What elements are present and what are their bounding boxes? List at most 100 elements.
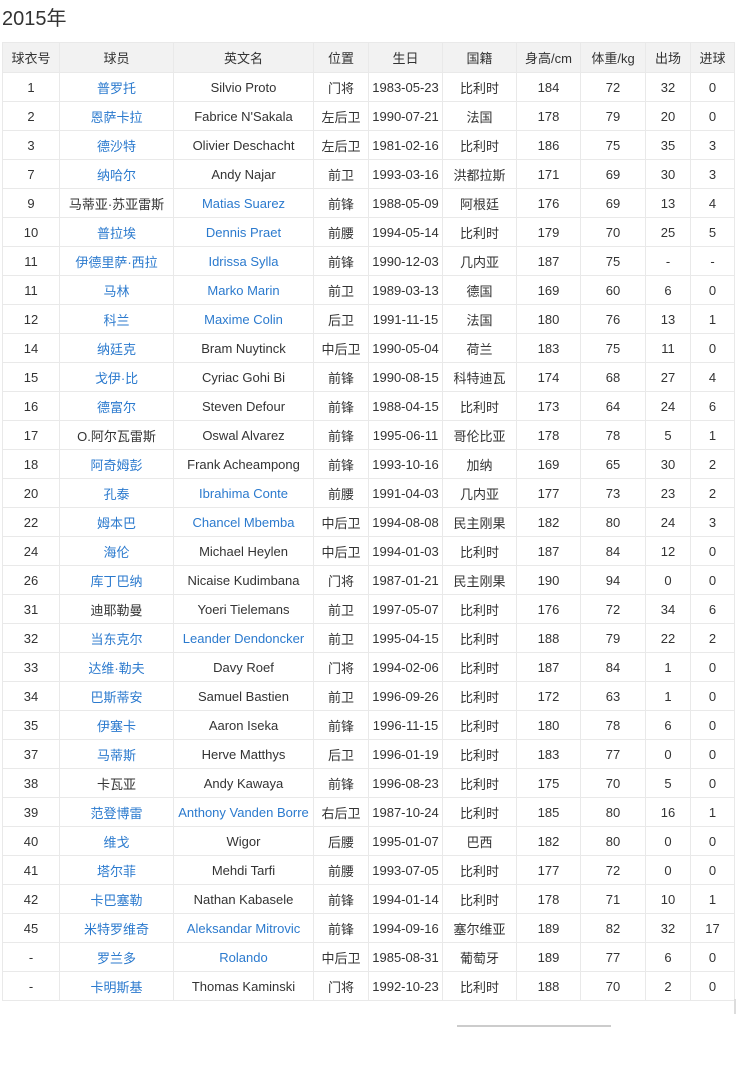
player-cn-link[interactable]: 恩萨卡拉 — [90, 109, 143, 125]
player-cn-link[interactable]: 巴斯蒂安 — [90, 689, 143, 705]
appearances-cell: 1 — [645, 652, 691, 682]
nationality-cell: 比利时 — [442, 536, 517, 566]
horizontal-scrollbar-thumb[interactable] — [457, 1025, 611, 1027]
weight-cell: 70 — [580, 971, 646, 1001]
birthday-cell: 1996-08-23 — [368, 768, 443, 798]
birthday-cell-text: 1991-04-03 — [372, 485, 439, 501]
player-cn-link[interactable]: 姆本巴 — [96, 515, 136, 531]
player-en-link[interactable]: Maxime Colin — [204, 311, 283, 327]
player-cn-link[interactable]: 科兰 — [103, 312, 130, 328]
player-en-link[interactable]: Leander Dendoncker — [182, 630, 305, 646]
goals-cell-text: 2 — [708, 456, 717, 472]
player-en-link[interactable]: Aleksandar Mitrovic — [186, 920, 301, 936]
weight-cell: 76 — [580, 304, 646, 334]
nationality-cell: 加纳 — [442, 449, 517, 479]
player-cn-cell-text: 迪耶勒曼 — [90, 602, 143, 618]
height-cell: 183 — [516, 739, 581, 769]
column-header: 进球 — [690, 42, 735, 73]
nationality-cell: 比利时 — [442, 768, 517, 798]
player-en-cell: Ibrahima Conte — [173, 478, 314, 508]
player-cn-link[interactable]: 马蒂斯 — [96, 747, 136, 763]
player-cn-link[interactable]: 普罗托 — [96, 80, 136, 96]
player-en-cell-text: Andy Kawaya — [203, 775, 284, 791]
birthday-cell-text: 1985-08-31 — [372, 949, 439, 965]
goals-cell: 4 — [690, 362, 735, 392]
jersey-cell: 34 — [2, 681, 60, 711]
player-cn-link[interactable]: 达维·勒夫 — [88, 660, 145, 676]
player-cn-link[interactable]: 海伦 — [103, 544, 130, 560]
height-cell: 187 — [516, 652, 581, 682]
height-cell: 190 — [516, 565, 581, 595]
height-cell: 178 — [516, 420, 581, 450]
appearances-cell: 30 — [645, 449, 691, 479]
player-cn-link[interactable]: 阿奇姆彭 — [90, 457, 143, 473]
player-en-link[interactable]: Dennis Praet — [205, 224, 282, 240]
player-cn-link[interactable]: 米特罗维奇 — [83, 921, 149, 937]
birthday-cell-text: 1988-04-15 — [372, 398, 439, 414]
vertical-scrollbar-thumb[interactable] — [734, 999, 736, 1014]
position-cell: 后卫 — [313, 304, 369, 334]
player-en-link[interactable]: Idrissa Sylla — [208, 253, 279, 269]
nationality-cell-text: 法国 — [466, 312, 493, 328]
position-cell: 中后卫 — [313, 333, 369, 363]
nationality-cell-text: 洪都拉斯 — [453, 167, 506, 183]
jersey-cell: 12 — [2, 304, 60, 334]
weight-cell-text: 64 — [605, 398, 621, 414]
player-en-link[interactable]: Chancel Mbemba — [192, 514, 295, 530]
player-cn-link[interactable]: 伊塞卡 — [96, 718, 136, 734]
birthday-cell: 1993-10-16 — [368, 449, 443, 479]
weight-cell: 78 — [580, 420, 646, 450]
height-cell-text: 179 — [537, 224, 560, 240]
nationality-cell: 民主刚果 — [442, 565, 517, 595]
birthday-cell-text: 1996-01-19 — [372, 746, 439, 762]
jersey-cell-text: 34 — [23, 688, 39, 704]
position-cell-text: 前锋 — [327, 457, 354, 473]
nationality-cell-text: 比利时 — [459, 776, 499, 792]
player-en-link[interactable]: Marko Marin — [207, 282, 280, 298]
position-cell: 中后卫 — [313, 507, 369, 537]
player-cn-link[interactable]: 伊德里萨·西拉 — [75, 254, 158, 270]
weight-cell-text: 77 — [605, 746, 621, 762]
height-cell-text: 176 — [537, 195, 560, 211]
birthday-cell: 1991-11-15 — [368, 304, 443, 334]
player-cn-cell: 卡巴塞勒 — [59, 884, 174, 914]
goals-cell-text: 4 — [708, 195, 717, 211]
height-cell-text: 178 — [537, 427, 560, 443]
appearances-cell-text: 0 — [664, 746, 672, 762]
player-cn-link[interactable]: 卡明斯基 — [90, 979, 143, 995]
player-cn-link[interactable]: 罗兰多 — [96, 950, 136, 966]
player-cn-link[interactable]: 普拉埃 — [96, 225, 136, 241]
player-cn-link[interactable]: 范登博雷 — [90, 805, 143, 821]
height-cell-text: 171 — [537, 166, 560, 182]
player-en-link[interactable]: Ibrahima Conte — [199, 485, 288, 501]
player-en-cell: Dennis Praet — [173, 217, 314, 247]
height-cell-text: 190 — [537, 572, 560, 588]
height-cell: 180 — [516, 710, 581, 740]
birthday-cell-text: 1990-12-03 — [372, 253, 439, 269]
player-en-cell-text: Silvio Proto — [210, 79, 277, 95]
player-cn-link[interactable]: 德富尔 — [96, 399, 136, 415]
player-en-link[interactable]: Matias Suarez — [201, 195, 286, 211]
player-cn-link[interactable]: 维戈 — [103, 834, 130, 850]
player-cn-link[interactable]: 纳哈尔 — [96, 167, 136, 183]
player-cn-cell: 范登博雷 — [59, 797, 174, 827]
nationality-cell: 比利时 — [442, 130, 517, 160]
appearances-cell: 35 — [645, 130, 691, 160]
player-en-link[interactable]: Anthony Vanden Borre — [178, 804, 309, 820]
player-cn-link[interactable]: 马林 — [103, 283, 130, 299]
player-cn-link[interactable]: 戈伊·比 — [94, 370, 139, 386]
player-cn-link[interactable]: 当东克尔 — [90, 631, 143, 647]
player-cn-link[interactable]: 纳廷克 — [96, 341, 136, 357]
player-en-link[interactable]: Rolando — [219, 949, 268, 965]
position-cell: 门将 — [313, 652, 369, 682]
player-cn-link[interactable]: 卡巴塞勒 — [90, 892, 143, 908]
player-cn-link[interactable]: 孔泰 — [103, 486, 130, 502]
weight-cell: 65 — [580, 449, 646, 479]
player-cn-link[interactable]: 德沙特 — [96, 138, 136, 154]
birthday-cell-text: 1997-05-07 — [372, 601, 439, 617]
player-cn-link[interactable]: 库丁巴纳 — [90, 573, 143, 589]
height-cell-text: 182 — [537, 833, 560, 849]
player-cn-link[interactable]: 塔尔菲 — [96, 863, 136, 879]
weight-cell-text: 63 — [605, 688, 621, 704]
player-cn-cell-text: O.阿尔瓦雷斯 — [77, 428, 156, 444]
